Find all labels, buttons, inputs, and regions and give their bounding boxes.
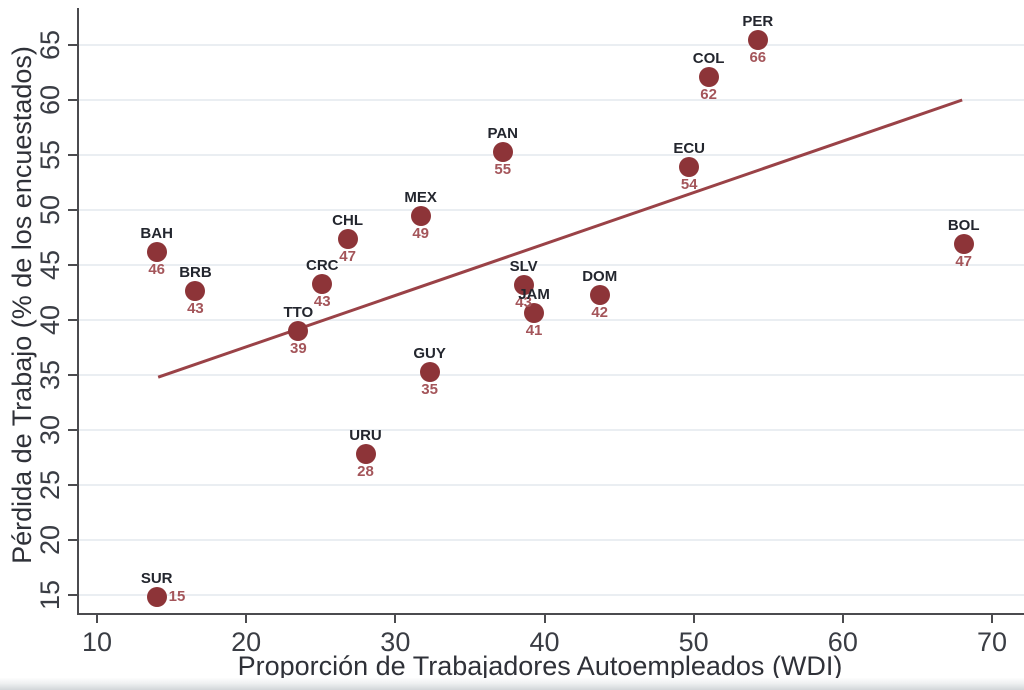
y-tick-mark bbox=[68, 374, 78, 376]
x-tick-mark bbox=[96, 614, 98, 623]
data-point-dot bbox=[312, 273, 333, 294]
data-point-dot bbox=[146, 241, 167, 262]
data-point-dot bbox=[185, 281, 206, 302]
grid-line bbox=[79, 319, 1024, 321]
data-point-dot bbox=[146, 587, 167, 608]
grid-line bbox=[79, 99, 1024, 101]
grid-line bbox=[79, 594, 1024, 596]
value-label: 41 bbox=[525, 322, 543, 340]
country-label: MEX bbox=[404, 188, 437, 206]
country-label: BAH bbox=[140, 224, 173, 242]
value-label: 43 bbox=[187, 300, 204, 318]
value-label: 43 bbox=[515, 293, 532, 311]
country-label: PER bbox=[742, 12, 774, 30]
grid-line bbox=[79, 264, 1024, 266]
grid-line bbox=[79, 429, 1024, 431]
data-point-dot bbox=[355, 444, 376, 465]
value-label: 47 bbox=[955, 253, 972, 271]
x-tick-label: 40 bbox=[529, 627, 560, 657]
data-point-dot bbox=[524, 303, 545, 324]
data-point-dot bbox=[492, 141, 513, 162]
x-tick-mark bbox=[394, 614, 397, 623]
x-tick-label: 50 bbox=[678, 627, 709, 657]
country-label: ECU bbox=[673, 140, 706, 158]
country-label: CRC bbox=[305, 256, 339, 274]
grid-line bbox=[79, 539, 1024, 541]
data-point-dot bbox=[419, 361, 440, 382]
data-point-dot bbox=[288, 321, 309, 341]
y-axis-line bbox=[77, 8, 79, 615]
y-tick-mark bbox=[68, 99, 78, 101]
country-label: DOM bbox=[582, 267, 618, 285]
grid-line bbox=[79, 154, 1024, 156]
y-tick-mark bbox=[68, 154, 78, 156]
grid-line bbox=[79, 44, 1024, 46]
y-tick-mark bbox=[68, 44, 78, 46]
country-label: SUR bbox=[140, 570, 173, 588]
country-label: CHL bbox=[332, 211, 363, 229]
country-label: URU bbox=[349, 427, 382, 445]
x-axis-title: Proporción de Trabajadores Autoempleados… bbox=[237, 651, 843, 681]
value-label: 66 bbox=[749, 48, 767, 66]
x-tick-mark bbox=[543, 614, 546, 623]
value-label: 15 bbox=[168, 588, 186, 606]
bottom-border bbox=[0, 678, 1024, 690]
value-label: 46 bbox=[148, 260, 165, 278]
country-label: PAN bbox=[487, 124, 518, 142]
x-tick-mark bbox=[841, 614, 844, 623]
value-label: 28 bbox=[357, 463, 374, 481]
x-tick-label: 70 bbox=[976, 627, 1008, 657]
x-tick-label: 20 bbox=[231, 627, 262, 657]
country-label: TTO bbox=[283, 304, 314, 321]
grid-line bbox=[79, 484, 1024, 486]
value-label: 42 bbox=[591, 303, 609, 321]
value-label: 49 bbox=[412, 224, 430, 242]
y-tick-mark bbox=[68, 539, 78, 541]
country-label: BRB bbox=[179, 264, 212, 282]
x-tick-label: 30 bbox=[380, 627, 411, 657]
data-point-dot bbox=[747, 29, 768, 50]
y-tick-mark bbox=[68, 484, 78, 486]
value-label: 47 bbox=[339, 247, 356, 265]
data-point-dot bbox=[698, 66, 719, 87]
value-label: 54 bbox=[680, 176, 698, 194]
y-axis-title: Pérdida de Trabajo (% de los encuestados… bbox=[7, 46, 37, 564]
data-point-dot bbox=[337, 228, 358, 249]
value-label: 62 bbox=[700, 85, 717, 103]
data-point-dot bbox=[953, 234, 974, 255]
value-label: 39 bbox=[290, 340, 307, 357]
value-label: 55 bbox=[494, 160, 512, 178]
x-tick-mark bbox=[245, 614, 248, 623]
y-tick-mark bbox=[68, 264, 78, 266]
x-tick-mark bbox=[991, 614, 993, 623]
data-point-dot bbox=[679, 157, 700, 178]
grid-line bbox=[79, 374, 1024, 376]
x-tick-label: 60 bbox=[827, 627, 858, 657]
country-label: SLV bbox=[509, 257, 538, 275]
data-point-dot bbox=[410, 205, 431, 226]
country-label: COL bbox=[692, 49, 725, 67]
country-label: BOL bbox=[947, 217, 980, 235]
country-label: JAM bbox=[518, 286, 550, 304]
y-tick-mark bbox=[68, 429, 78, 431]
value-label: 43 bbox=[313, 292, 331, 310]
y-tick-mark bbox=[68, 594, 78, 596]
data-point-dot bbox=[589, 284, 610, 305]
grid-line bbox=[79, 209, 1024, 211]
y-tick-mark bbox=[68, 319, 78, 321]
x-tick-label: 10 bbox=[81, 627, 113, 657]
y-tick-mark bbox=[68, 209, 78, 211]
x-axis-line bbox=[77, 613, 1024, 615]
data-point-dot bbox=[513, 274, 534, 295]
x-tick-mark bbox=[692, 614, 695, 623]
country-label: GUY bbox=[413, 344, 446, 362]
value-label: 35 bbox=[421, 380, 438, 398]
